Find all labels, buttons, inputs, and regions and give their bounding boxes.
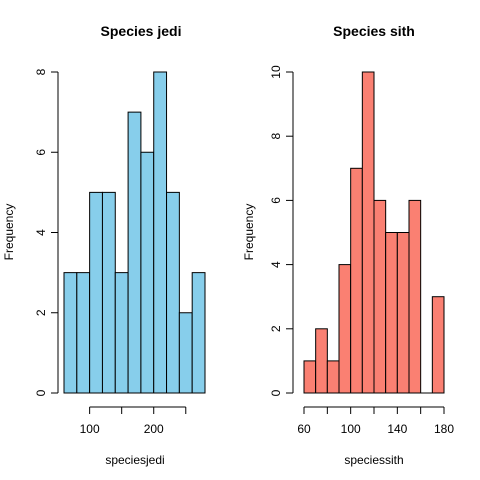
y-tick-label: 6 <box>34 149 48 156</box>
bars-group <box>63 71 206 394</box>
x-axis-label: speciessith <box>344 453 403 467</box>
y-tick-label: 0 <box>269 389 283 396</box>
bar <box>338 264 352 394</box>
y-axis: 0 2 4 6 8 <box>34 68 59 396</box>
y-axis-label: Frequency <box>242 204 256 261</box>
y-tick-label: 2 <box>34 309 48 316</box>
y-tick-label: 4 <box>34 229 48 236</box>
x-axis: 60 100 140 180 <box>297 406 454 436</box>
panel-species-sith: Species sith speciessith Frequency 60 100… <box>242 23 454 467</box>
bars-group <box>303 71 445 394</box>
bar <box>140 151 155 394</box>
bar <box>114 272 129 394</box>
bar <box>101 191 116 394</box>
y-tick-label: 0 <box>34 389 48 396</box>
bar <box>153 71 168 394</box>
bar <box>385 232 398 394</box>
panel-species-jedi: Species jedi speciesjedi Frequency 100 20… <box>2 23 206 467</box>
bar <box>431 296 445 394</box>
chart-title: Species jedi <box>101 23 182 39</box>
x-tick-label: 180 <box>434 422 454 436</box>
y-tick-label: 6 <box>269 197 283 204</box>
x-tick-label: 100 <box>341 422 361 436</box>
bar <box>178 312 193 394</box>
bar <box>408 199 422 394</box>
x-tick-label: 140 <box>387 422 407 436</box>
bar <box>326 360 340 394</box>
x-tick-label: 200 <box>144 422 164 436</box>
chart-title: Species sith <box>333 23 415 39</box>
y-tick-label: 10 <box>269 65 283 79</box>
y-tick-label: 8 <box>34 68 48 75</box>
bar <box>361 71 375 394</box>
y-axis-label: Frequency <box>2 204 16 261</box>
x-tick-label: 100 <box>80 422 100 436</box>
bar <box>373 199 387 394</box>
y-tick-label: 4 <box>269 261 283 268</box>
bar <box>63 272 78 394</box>
y-tick-label: 2 <box>269 325 283 332</box>
y-tick-label: 8 <box>269 133 283 140</box>
bar <box>127 111 142 394</box>
bar <box>303 360 317 394</box>
y-axis: 0 2 4 6 8 10 <box>269 65 294 396</box>
x-axis: 100 200 <box>80 406 187 436</box>
bar <box>191 272 206 394</box>
x-tick-label: 60 <box>297 422 311 436</box>
bar <box>396 232 410 394</box>
x-axis-label: speciesjedi <box>105 453 164 467</box>
bar <box>89 191 103 394</box>
bar <box>166 191 180 394</box>
bar <box>76 272 91 394</box>
bar <box>315 328 328 394</box>
bar <box>350 167 363 394</box>
